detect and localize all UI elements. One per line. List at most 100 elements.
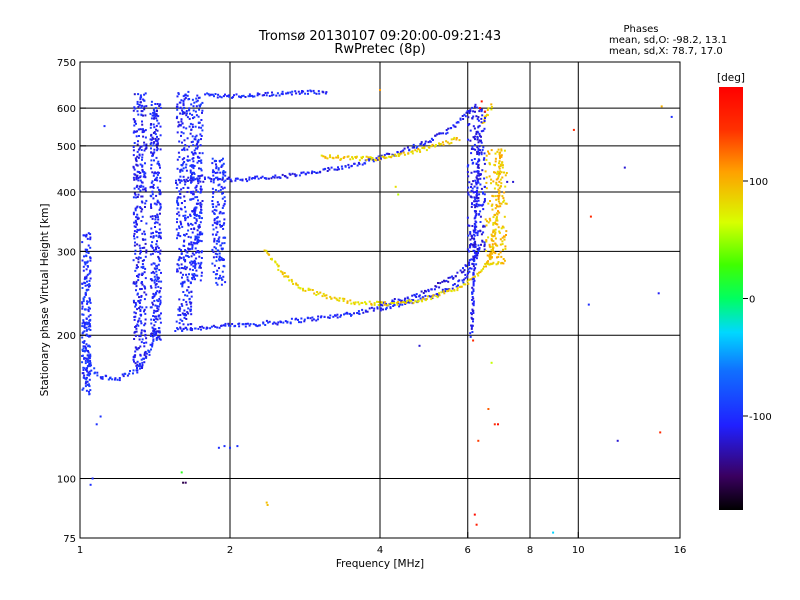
- data-point: [439, 282, 442, 285]
- data-point: [480, 141, 483, 144]
- data-point: [500, 155, 503, 158]
- data-point: [352, 157, 354, 160]
- data-point: [150, 185, 153, 188]
- data-point: [477, 197, 480, 199]
- data-point: [190, 243, 193, 246]
- data-point: [471, 190, 474, 193]
- data-point: [474, 216, 477, 219]
- data-point: [157, 115, 160, 118]
- phase-stats-heading: Phases: [623, 24, 658, 35]
- data-point: [136, 150, 139, 153]
- data-point: [141, 104, 143, 107]
- data-point: [503, 238, 506, 241]
- data-point: [477, 141, 480, 144]
- data-point: [159, 317, 162, 320]
- data-point: [158, 105, 161, 107]
- data-point: [222, 227, 225, 230]
- data-point: [201, 200, 204, 202]
- data-point: [478, 139, 481, 142]
- data-point: [191, 165, 194, 168]
- data-point: [199, 144, 202, 147]
- data-point: [187, 312, 190, 315]
- data-point: [176, 268, 179, 271]
- data-point: [155, 172, 158, 175]
- data-point: [159, 207, 162, 210]
- chart-title: Tromsø 20130107 09:20:00-09:21:43: [258, 29, 501, 44]
- data-point: [192, 153, 195, 156]
- data-point: [479, 215, 482, 218]
- data-point: [476, 174, 479, 177]
- data-point: [136, 184, 139, 187]
- data-point: [495, 183, 498, 186]
- data-point: [474, 275, 476, 278]
- data-point: [353, 312, 355, 315]
- data-point: [476, 118, 479, 121]
- x-tick-label: 2: [227, 545, 233, 556]
- data-point: [114, 377, 117, 380]
- data-point: [143, 291, 146, 294]
- data-point: [134, 362, 137, 365]
- data-point: [425, 149, 428, 152]
- data-point: [186, 137, 189, 140]
- data-point: [397, 298, 400, 301]
- data-point: [83, 234, 86, 237]
- data-point: [151, 180, 154, 183]
- data-point: [192, 197, 195, 200]
- data-point: [198, 217, 201, 219]
- data-point: [177, 93, 180, 96]
- data-point: [468, 259, 471, 262]
- data-point: [297, 90, 300, 93]
- data-point: [151, 279, 153, 282]
- data-point: [500, 227, 503, 230]
- data-point: [307, 171, 310, 174]
- data-point: [494, 207, 497, 210]
- data-point: [475, 183, 478, 186]
- data-point: [411, 152, 414, 155]
- data-point: [497, 184, 500, 187]
- data-point: [213, 246, 216, 249]
- data-point: [175, 182, 177, 184]
- data-point: [341, 297, 344, 300]
- data-point: [193, 207, 196, 210]
- data-point: [179, 170, 182, 173]
- data-point: [90, 369, 93, 372]
- data-point: [498, 180, 501, 183]
- data-point: [196, 177, 199, 180]
- data-point: [215, 273, 218, 276]
- data-point: [178, 214, 181, 217]
- data-point: [132, 176, 135, 179]
- data-point: [136, 216, 139, 219]
- data-point: [187, 229, 190, 232]
- data-point: [224, 200, 227, 203]
- data-point: [180, 118, 183, 121]
- data-point: [385, 302, 387, 305]
- data-point: [212, 192, 215, 195]
- data-point: [443, 292, 446, 295]
- y-tick-label: 400: [57, 188, 76, 199]
- data-point: [454, 275, 457, 278]
- data-point: [198, 152, 201, 155]
- data-point: [499, 163, 502, 166]
- data-point: [156, 179, 159, 182]
- data-point: [266, 91, 269, 94]
- data-point: [495, 222, 498, 225]
- data-point: [87, 383, 90, 386]
- data-point: [480, 233, 483, 236]
- data-point: [385, 156, 388, 159]
- data-point: [87, 360, 90, 363]
- data-point: [178, 267, 181, 270]
- data-point: [188, 117, 191, 120]
- data-point: [211, 200, 214, 202]
- data-point: [220, 185, 223, 188]
- data-point: [477, 252, 479, 254]
- data-point: [218, 252, 221, 255]
- data-point: [133, 118, 136, 121]
- data-point: [144, 92, 147, 95]
- data-point: [227, 94, 230, 97]
- data-point: [143, 171, 146, 174]
- data-point: [132, 299, 135, 302]
- data-point: [490, 106, 493, 108]
- data-point: [475, 221, 478, 224]
- data-point: [182, 214, 185, 217]
- data-point: [152, 315, 155, 317]
